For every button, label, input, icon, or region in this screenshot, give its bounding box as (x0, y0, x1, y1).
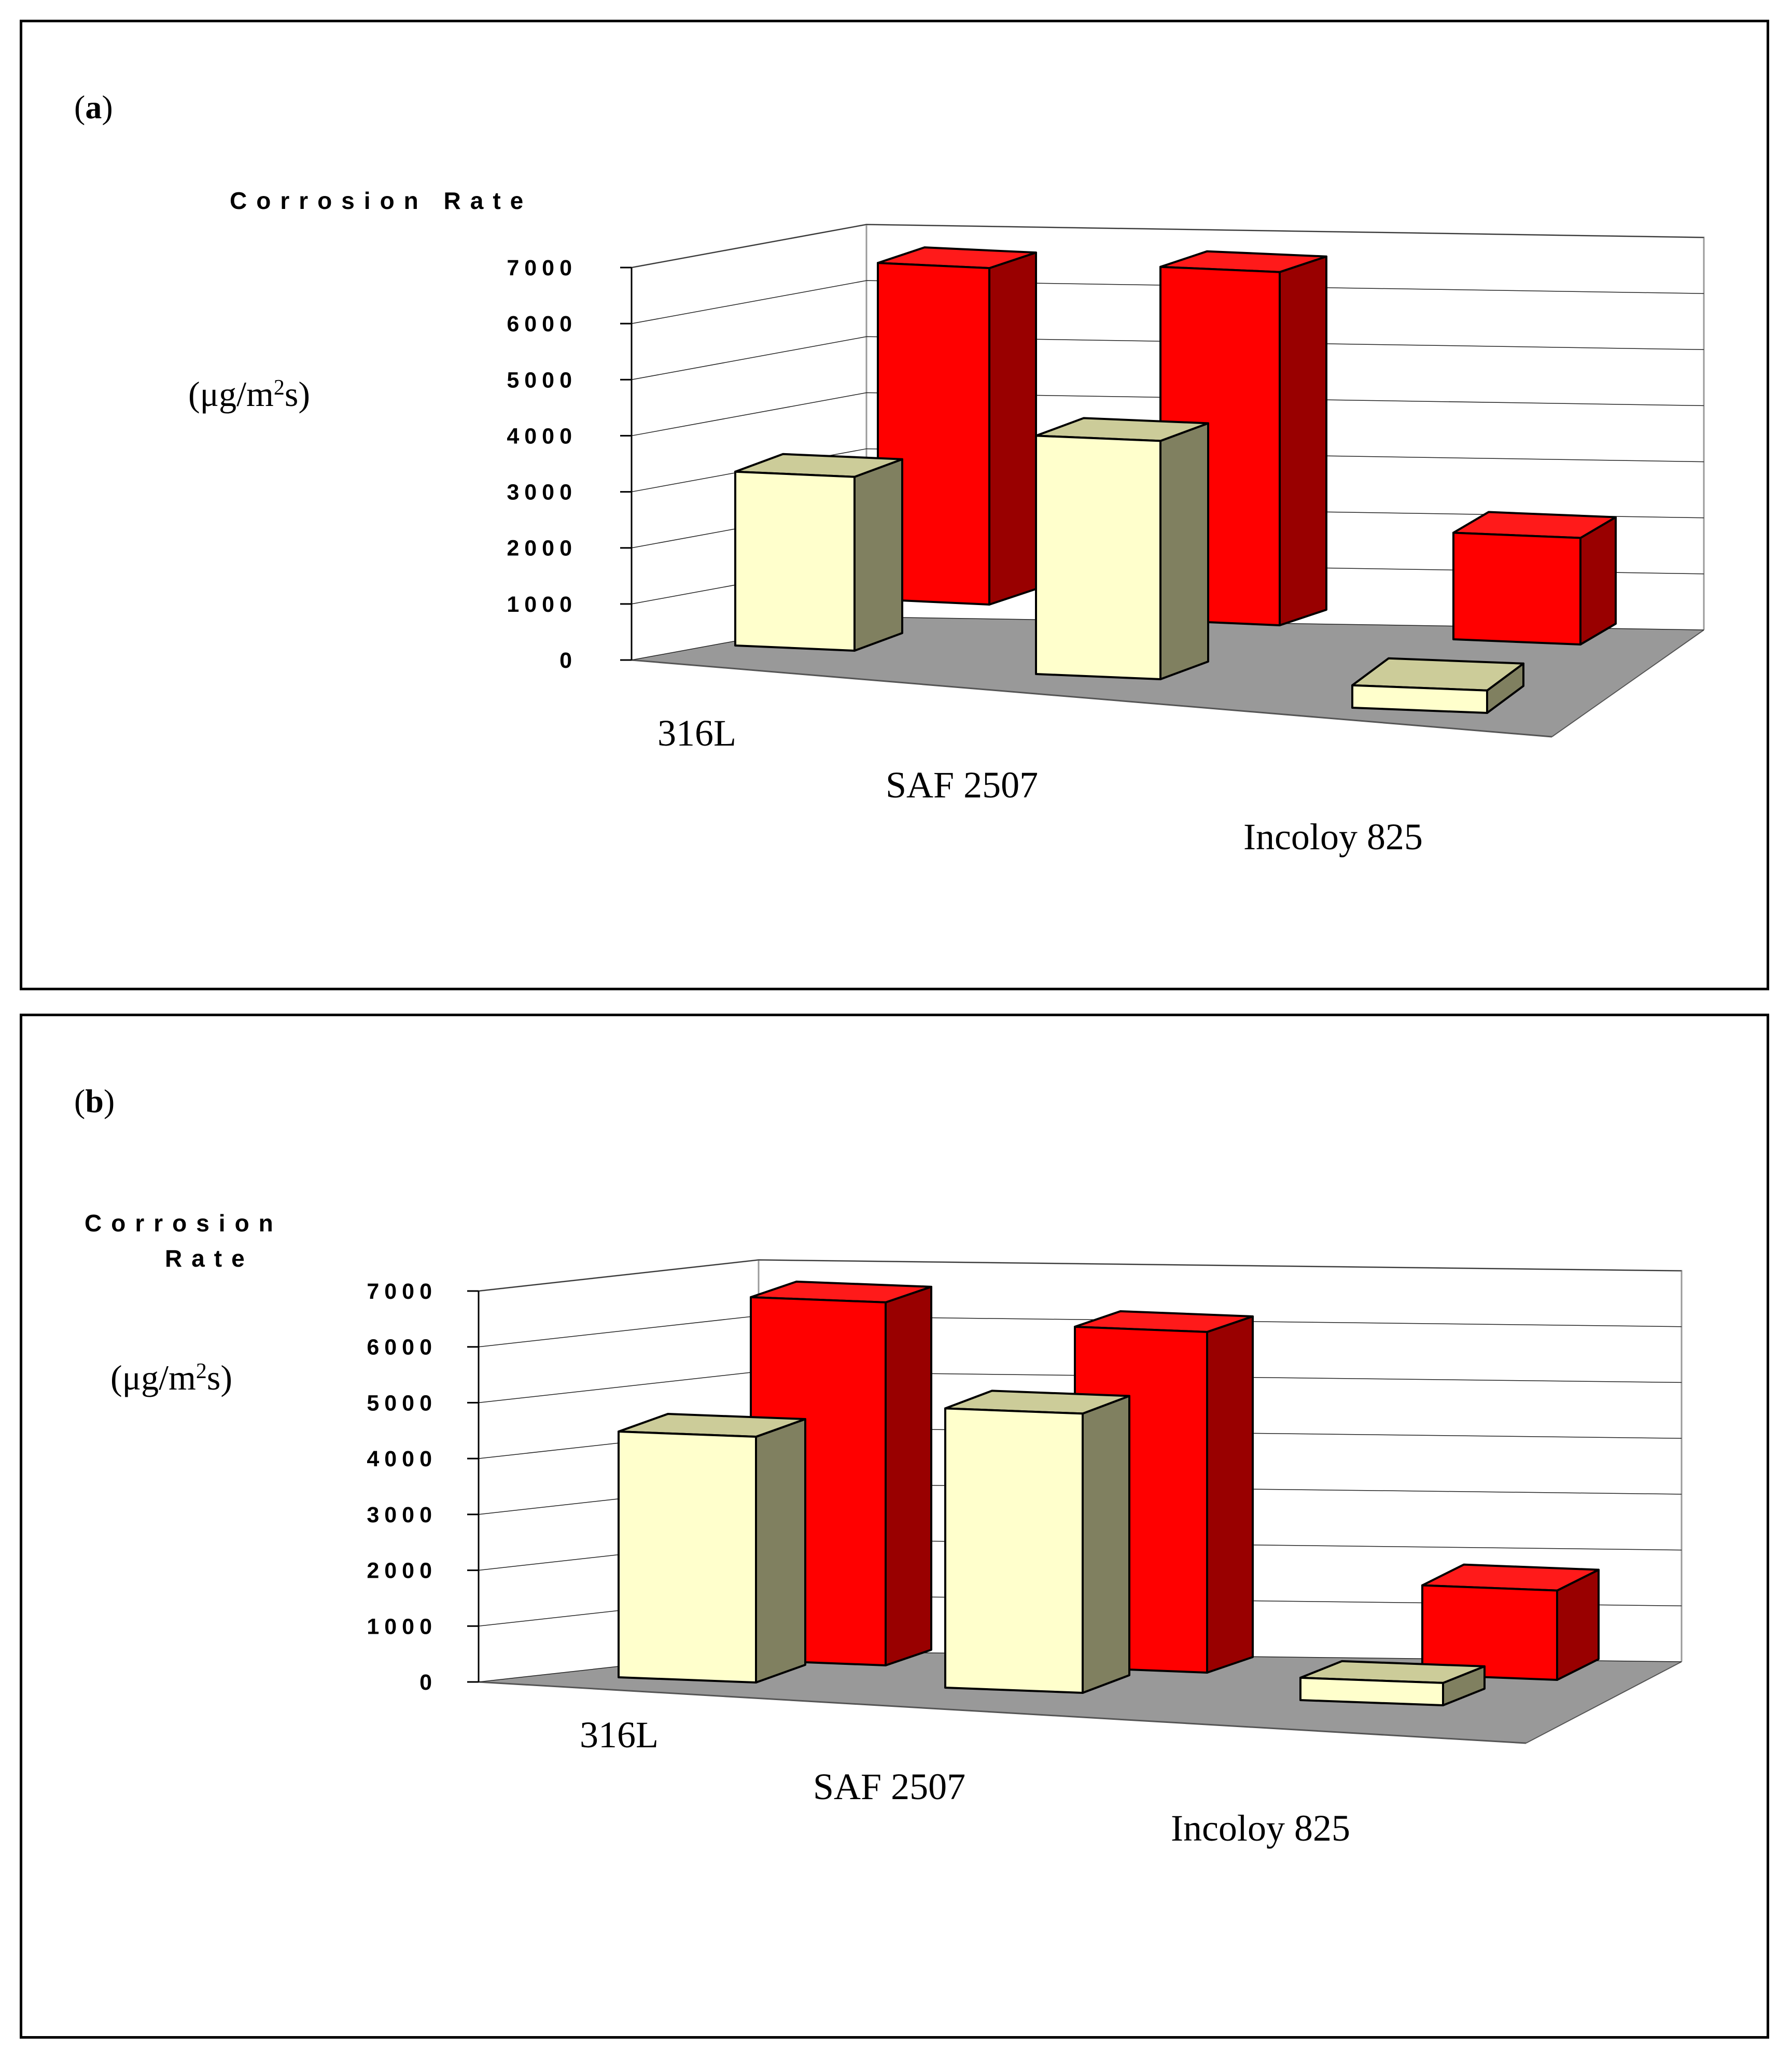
category-label: 316L (580, 1714, 659, 1756)
y-tick-label: 0 (419, 1670, 437, 1695)
y-axis-unit: (μg/m2s) (110, 1358, 232, 1397)
bar-front-2 (1351, 657, 1524, 714)
gridline (631, 336, 1704, 381)
bar-back-2 (1421, 1563, 1600, 1681)
y-axis-unit: (μg/m2s) (188, 374, 310, 414)
y-tick-label: 0 (559, 648, 577, 673)
floor-edge (1551, 629, 1704, 737)
bar-front-2-front (1299, 1676, 1444, 1706)
bar-back-2-side (1579, 516, 1617, 646)
bar-front-1-side (1159, 422, 1209, 680)
y-tick-label: 5000 (367, 1391, 437, 1415)
gridline (631, 224, 1704, 268)
gridline (478, 1259, 1682, 1292)
bar-front-0-front (618, 1430, 757, 1684)
floor-edge (478, 1681, 1527, 1744)
bar-back-0-side (885, 1285, 932, 1666)
panel-label-a: (a) (74, 89, 113, 125)
bar-front-0-side (755, 1418, 806, 1684)
bar-front-0 (618, 1413, 806, 1684)
y-tick-label: 4000 (507, 424, 577, 448)
bar-back-2-front (1452, 531, 1581, 646)
y-tick-label: 1000 (507, 592, 577, 617)
bar-front-1-side (1082, 1395, 1130, 1694)
bar-back-1-side (1279, 255, 1327, 626)
bars (734, 246, 1617, 714)
category-label: SAF 2507 (813, 1766, 965, 1807)
bars (618, 1280, 1600, 1706)
bar-back-0 (877, 246, 1037, 606)
chart-title: Rate (165, 1245, 254, 1272)
y-axis: 0 1000 2000 3000 4000 5000 6000 7000 (507, 224, 1704, 673)
category-label: Incoloy 825 (1243, 816, 1423, 858)
bar-back-2-front (1421, 1584, 1558, 1681)
category-label: SAF 2507 (886, 764, 1038, 806)
bar-back-1-side (1206, 1315, 1254, 1674)
y-tick-label: 5000 (507, 368, 577, 392)
floor-edge (1525, 1661, 1682, 1744)
bar-front-1 (1035, 417, 1209, 680)
y-tick-label: 3000 (507, 480, 577, 505)
gridline (631, 392, 1704, 437)
plot-area: 0 1000 2000 3000 4000 5000 6000 7000 316L SAF 250… (188, 187, 1705, 858)
bar-front-0-side (853, 458, 903, 652)
bar-front-1-front (1035, 434, 1161, 680)
y-tick-label: 2000 (367, 1559, 437, 1583)
bar-back-0-front (877, 262, 990, 606)
bar-front-0-front (734, 470, 856, 652)
bar-front-1-front (944, 1407, 1084, 1694)
chart-a: (a) 0 1000 2000 3000 4000 5000 6000 7000 316L SAF… (74, 89, 1705, 858)
category-label: 316L (657, 712, 736, 754)
panel-b: (b) 0 1000 2000 3000 4000 5000 6000 7000 316L SAF… (20, 1014, 1769, 2039)
bar-front-2 (1299, 1660, 1486, 1706)
panel-a: (a) 0 1000 2000 3000 4000 5000 6000 7000 316L SAF… (20, 20, 1769, 990)
bar-back-2 (1452, 511, 1617, 646)
y-tick-label: 6000 (367, 1335, 437, 1360)
gridline (631, 280, 1704, 324)
bar-front-2-front (1351, 684, 1488, 714)
y-tick-label: 6000 (507, 312, 577, 336)
chart-title: Corrosion Rate (230, 187, 533, 214)
y-tick-label: 3000 (367, 1503, 437, 1527)
y-tick-label: 7000 (367, 1279, 437, 1304)
y-tick-label: 1000 (367, 1614, 437, 1639)
panel-label-b: (b) (74, 1083, 115, 1119)
plot-area: 0 1000 2000 3000 4000 5000 6000 7000 316L SAF 250… (85, 1210, 1683, 1849)
bar-front-1 (944, 1390, 1130, 1694)
chart-title: Corrosion (85, 1210, 283, 1237)
y-tick-label: 2000 (507, 536, 577, 561)
y-tick-label: 7000 (507, 256, 577, 280)
bar-back-0-side (988, 251, 1037, 606)
gridline (631, 448, 1704, 493)
chart-b: (b) 0 1000 2000 3000 4000 5000 6000 7000 316L SAF… (74, 1083, 1683, 1849)
bar-front-0 (734, 453, 903, 652)
category-label: Incoloy 825 (1171, 1807, 1350, 1849)
y-tick-label: 4000 (367, 1447, 437, 1471)
floor-edge (631, 659, 1552, 738)
